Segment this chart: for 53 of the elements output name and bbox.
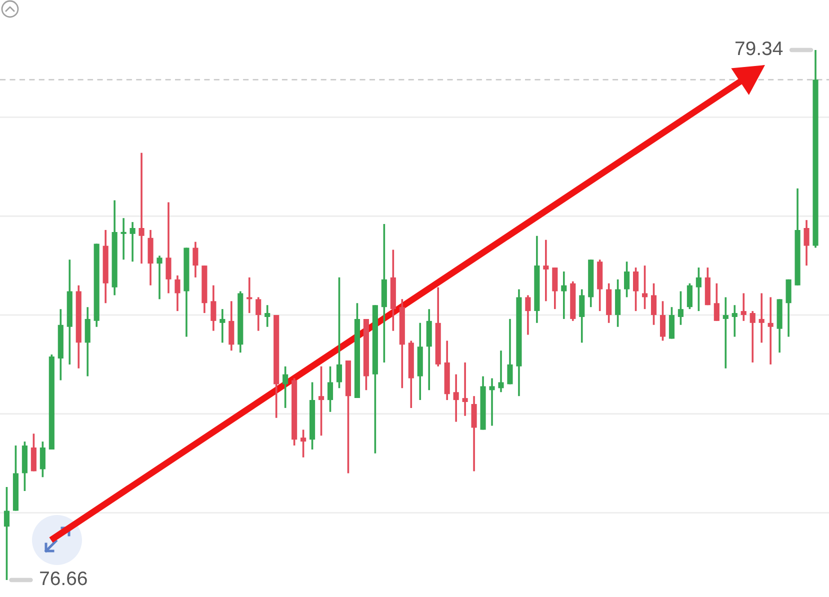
- annotation: 76.66: [40, 571, 87, 586]
- candlestick: [686, 282, 692, 310]
- candlestick: [264, 304, 270, 328]
- candlestick: [668, 306, 675, 340]
- candlestick: [804, 219, 810, 266]
- candlestick: [525, 294, 531, 336]
- candlestick: [579, 288, 585, 344]
- candlestick: [786, 278, 792, 338]
- candlestick: [740, 292, 746, 322]
- candlestick: [750, 310, 756, 364]
- candlestick: [696, 266, 702, 312]
- candlestick: [714, 282, 720, 322]
- candlestick: [318, 366, 324, 437]
- candlestick: [300, 428, 306, 458]
- candlestick: [552, 266, 558, 310]
- candlestick: [722, 296, 728, 370]
- candlestick: [732, 304, 738, 338]
- candlestick: [30, 432, 36, 472]
- candlestick: [498, 350, 504, 394]
- candlestick: [166, 201, 172, 294]
- candlestick: [543, 238, 549, 302]
- candlestick: [758, 292, 764, 344]
- candlestick: [678, 290, 684, 326]
- candlestick: [282, 366, 288, 409]
- candlestick: [246, 276, 252, 314]
- candlestick: [210, 284, 216, 332]
- candlestick: [624, 260, 630, 298]
- annotation: 79.34: [736, 41, 783, 56]
- candlestick: [453, 373, 459, 423]
- candlestick: [174, 274, 180, 312]
- candlestick: [660, 300, 666, 342]
- candlestick: [768, 296, 774, 366]
- candlestick: [471, 395, 477, 472]
- candlestick: [642, 264, 648, 310]
- candlestick: [336, 276, 342, 390]
- candlestick: [120, 217, 126, 261]
- candlestick: [138, 152, 144, 264]
- candlestick: [650, 282, 657, 326]
- candlestick: [507, 318, 513, 386]
- candlestick: [228, 300, 234, 352]
- candlestick: [220, 308, 226, 344]
- candlestick: [4, 486, 10, 581]
- candlestick: [192, 240, 198, 278]
- candlestick: [462, 362, 468, 417]
- candlestick: [156, 254, 162, 300]
- candlestick: [489, 377, 495, 427]
- candlestick: [561, 270, 567, 320]
- candlestick: [256, 296, 262, 332]
- candlestick: [633, 266, 639, 312]
- candlestick: [130, 221, 136, 263]
- candlestick: [84, 306, 90, 378]
- candlestick: [40, 440, 46, 478]
- candlestick: [327, 366, 334, 413]
